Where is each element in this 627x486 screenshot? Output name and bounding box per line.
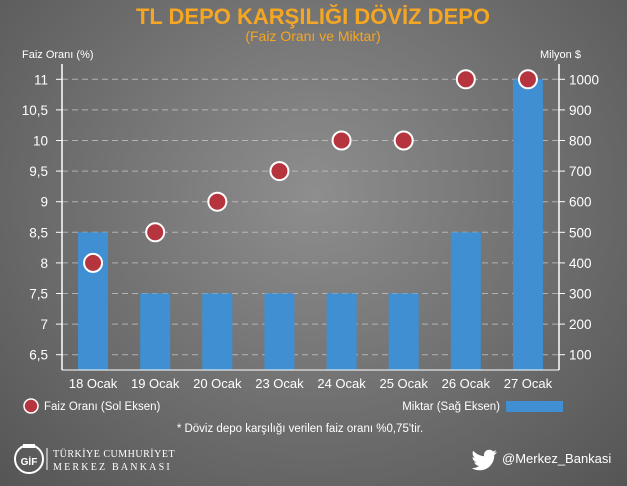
right-tick-label: 500 — [569, 225, 592, 240]
chart-title: TL DEPO KARŞILIĞI DÖVİZ DEPO — [136, 4, 490, 29]
left-tick-label: 7,5 — [29, 287, 48, 302]
legend: Faiz Oranı (Sol Eksen) Miktar (Sağ Eksen… — [23, 398, 563, 414]
right-tick-label: 200 — [569, 317, 592, 332]
right-tick-label: 800 — [569, 134, 592, 149]
cbrt-logo: GİF TÜRKİYE CUMHURİYET MERKEZ BANKASI — [14, 444, 175, 474]
x-axis-ticks: 18 Ocak 19 Ocak 20 Ocak 23 Ocak 24 Ocak 25 Oc… — [69, 376, 553, 391]
logo-emblem-mark: GİF — [21, 455, 38, 468]
legend-marker-swatch — [23, 398, 39, 414]
marker-25-ocak — [393, 130, 414, 151]
right-tick-label: 1000 — [569, 72, 599, 87]
bar-24-ocak — [326, 293, 357, 370]
bar-27-ocak — [512, 79, 543, 371]
x-tick-label: 24 Ocak — [317, 376, 366, 391]
bar-series — [78, 79, 543, 371]
x-tick-label: 27 Ocak — [504, 376, 553, 391]
footnote: * Döviz depo karşılığı verilen faiz oran… — [177, 423, 423, 435]
marker-20-ocak — [207, 191, 228, 212]
right-tick-label: 700 — [569, 164, 592, 179]
x-tick-label: 26 Ocak — [442, 376, 491, 391]
x-tick-label: 19 Ocak — [131, 376, 180, 391]
right-axis-ticks: 100 200 300 400 500 600 700 800 900 1000 — [559, 72, 599, 363]
legend-label-faiz: Faiz Oranı (Sol Eksen) — [44, 401, 160, 413]
left-tick-label: 7 — [40, 317, 48, 332]
bar-23-ocak — [264, 293, 295, 370]
right-tick-label: 900 — [569, 103, 592, 118]
right-tick-label: 100 — [569, 348, 592, 363]
logo-line2: MERKEZ BANKASI — [53, 462, 172, 473]
left-tick-label: 8 — [40, 256, 48, 271]
chart-subtitle: (Faiz Oranı ve Miktar) — [245, 28, 380, 44]
x-tick-label: 23 Ocak — [255, 376, 304, 391]
marker-27-ocak — [517, 69, 538, 90]
right-axis-title: Milyon $ — [540, 49, 581, 61]
x-tick-label: 20 Ocak — [193, 376, 242, 391]
marker-19-ocak — [145, 222, 166, 243]
logo-line1: TÜRKİYE CUMHURİYET — [53, 448, 175, 460]
marker-24-ocak — [331, 130, 352, 151]
twitter-link[interactable]: @Merkez_Bankasi — [471, 449, 612, 471]
left-tick-label: 11 — [34, 72, 48, 87]
marker-series — [83, 69, 538, 273]
left-tick-label: 6,5 — [29, 348, 48, 363]
x-tick-label: 25 Ocak — [379, 376, 428, 391]
right-tick-label: 400 — [569, 256, 592, 271]
legend-label-miktar: Miktar (Sağ Eksen) — [402, 401, 500, 413]
left-tick-label: 8,5 — [29, 225, 48, 240]
gridlines — [62, 78, 559, 356]
right-tick-label: 300 — [569, 287, 592, 302]
legend-bar-swatch — [506, 401, 563, 412]
marker-23-ocak — [269, 161, 290, 182]
marker-18-ocak — [83, 252, 104, 273]
left-tick-label: 10,5 — [22, 103, 48, 118]
left-tick-label: 9 — [40, 195, 48, 210]
left-tick-label: 10 — [33, 134, 48, 149]
bar-25-ocak — [388, 293, 419, 370]
bar-20-ocak — [202, 293, 233, 370]
bar-19-ocak — [140, 293, 171, 370]
x-tick-label: 18 Ocak — [69, 376, 118, 391]
twitter-bird-icon — [471, 449, 497, 471]
left-axis-ticks: 6,5 7 7,5 8 8,5 9 9,5 10 10,5 11 — [22, 72, 62, 363]
right-tick-label: 600 — [569, 195, 592, 210]
logo-emblem-bar — [23, 444, 35, 448]
left-tick-label: 9,5 — [29, 164, 48, 179]
marker-26-ocak — [455, 69, 476, 90]
twitter-handle[interactable]: @Merkez_Bankasi — [502, 451, 611, 466]
bar-26-ocak — [450, 232, 481, 370]
left-axis-title: Faiz Oranı (%) — [22, 49, 94, 61]
